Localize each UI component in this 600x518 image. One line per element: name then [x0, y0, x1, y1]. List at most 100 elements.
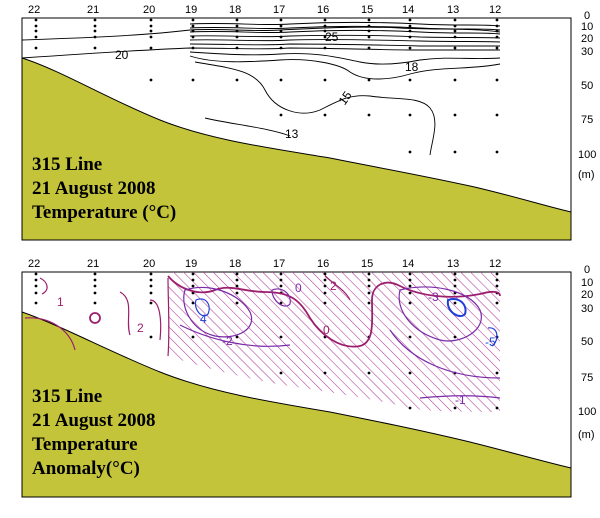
sample-point	[191, 78, 195, 82]
panel1-station-labels: 22 21 20 19 18 17 16 15 14 13 12	[28, 4, 501, 16]
contour-label: -2	[222, 334, 233, 348]
contour-label: 4	[200, 312, 207, 326]
sample-point	[93, 301, 97, 305]
sample-point	[323, 278, 327, 282]
contour-label: 0	[295, 281, 302, 295]
sample-point	[408, 272, 412, 276]
sample-point	[453, 335, 457, 339]
sample-point	[34, 18, 38, 22]
sample-point	[279, 272, 283, 276]
sample-point	[34, 301, 38, 305]
sample-point	[367, 301, 371, 305]
station-label: 12	[489, 258, 501, 270]
panel2-seafloor	[21, 311, 572, 498]
sample-point	[93, 284, 97, 288]
sample-point	[93, 29, 97, 33]
station-label: 22	[28, 258, 40, 270]
sample-point	[367, 46, 371, 50]
sample-point	[323, 371, 327, 375]
sample-point	[235, 18, 239, 22]
contour-label: 0	[323, 323, 330, 337]
sample-point	[495, 371, 499, 375]
sample-point	[367, 284, 371, 288]
sample-point	[495, 301, 499, 305]
contour-label: -1	[455, 393, 466, 407]
sample-point	[279, 371, 283, 375]
sample-point	[495, 113, 499, 117]
contour-label: 2	[137, 321, 144, 335]
sample-point	[279, 24, 283, 28]
contour-label: -5	[485, 335, 496, 349]
depth-label: 10	[581, 277, 593, 289]
sample-point	[408, 291, 412, 295]
sample-point	[323, 272, 327, 276]
temperature-panel: 25 20 18 15 13 22 21 20 19 18 17 16 15 1…	[21, 4, 596, 241]
sample-point	[149, 35, 153, 39]
sample-point	[408, 46, 412, 50]
sample-point	[191, 278, 195, 282]
sample-point	[149, 278, 153, 282]
sample-point	[34, 278, 38, 282]
sample-point	[453, 29, 457, 33]
sample-point	[367, 78, 371, 82]
station-label: 20	[143, 4, 155, 16]
depth-label: 100	[578, 406, 596, 418]
sample-point	[34, 29, 38, 33]
depth-label: 50	[581, 336, 593, 348]
depth-label: 0	[584, 264, 590, 276]
sample-point	[235, 24, 239, 28]
panel2-contours	[24, 275, 501, 399]
sample-point	[34, 46, 38, 50]
sample-point	[279, 335, 283, 339]
title-line: Temperature	[32, 434, 138, 455]
sample-point	[279, 78, 283, 82]
station-label: 13	[447, 4, 459, 16]
sample-point	[495, 150, 499, 154]
sample-point	[495, 18, 499, 22]
title-line: 21 August 2008	[32, 410, 156, 431]
sample-point	[408, 284, 412, 288]
sample-point	[408, 406, 412, 410]
sample-point	[93, 24, 97, 28]
sample-point	[149, 291, 153, 295]
station-label: 13	[447, 258, 459, 270]
sample-point	[34, 291, 38, 295]
sample-point	[453, 35, 457, 39]
sample-point	[191, 284, 195, 288]
sample-point	[34, 272, 38, 276]
sample-point	[149, 78, 153, 82]
sample-point	[34, 284, 38, 288]
sample-point	[408, 301, 412, 305]
sample-point	[235, 335, 239, 339]
panel2-station-labels: 22 21 20 19 18 17 16 15 14 13 12	[28, 258, 501, 270]
sample-point	[453, 113, 457, 117]
sample-point	[34, 35, 38, 39]
station-label: 18	[229, 258, 241, 270]
sample-point	[279, 284, 283, 288]
sample-point	[323, 113, 327, 117]
depth-label: 30	[581, 46, 593, 58]
title-line: Anomaly(°C)	[32, 458, 140, 479]
contour-label: 1	[57, 295, 64, 309]
sample-point	[408, 78, 412, 82]
station-label: 14	[402, 4, 414, 16]
sample-point	[495, 278, 499, 282]
sample-point	[191, 24, 195, 28]
sample-point	[191, 291, 195, 295]
sample-point	[367, 272, 371, 276]
sample-point	[93, 46, 97, 50]
station-label: 17	[273, 4, 285, 16]
contour-label: 2	[330, 279, 337, 293]
sample-point	[408, 24, 412, 28]
title-line: Temperature (°C)	[32, 202, 176, 223]
panel2-depth-ticks: 0 10 20 30 50 75 100 (m)	[578, 264, 596, 441]
depth-label: 20	[581, 33, 593, 45]
sample-point	[323, 35, 327, 39]
sample-point	[149, 24, 153, 28]
sample-point	[235, 301, 239, 305]
contour-label: 13	[285, 127, 299, 141]
title-line: 315 Line	[32, 154, 102, 175]
sample-point	[149, 18, 153, 22]
sample-point	[279, 278, 283, 282]
station-label: 19	[185, 4, 197, 16]
